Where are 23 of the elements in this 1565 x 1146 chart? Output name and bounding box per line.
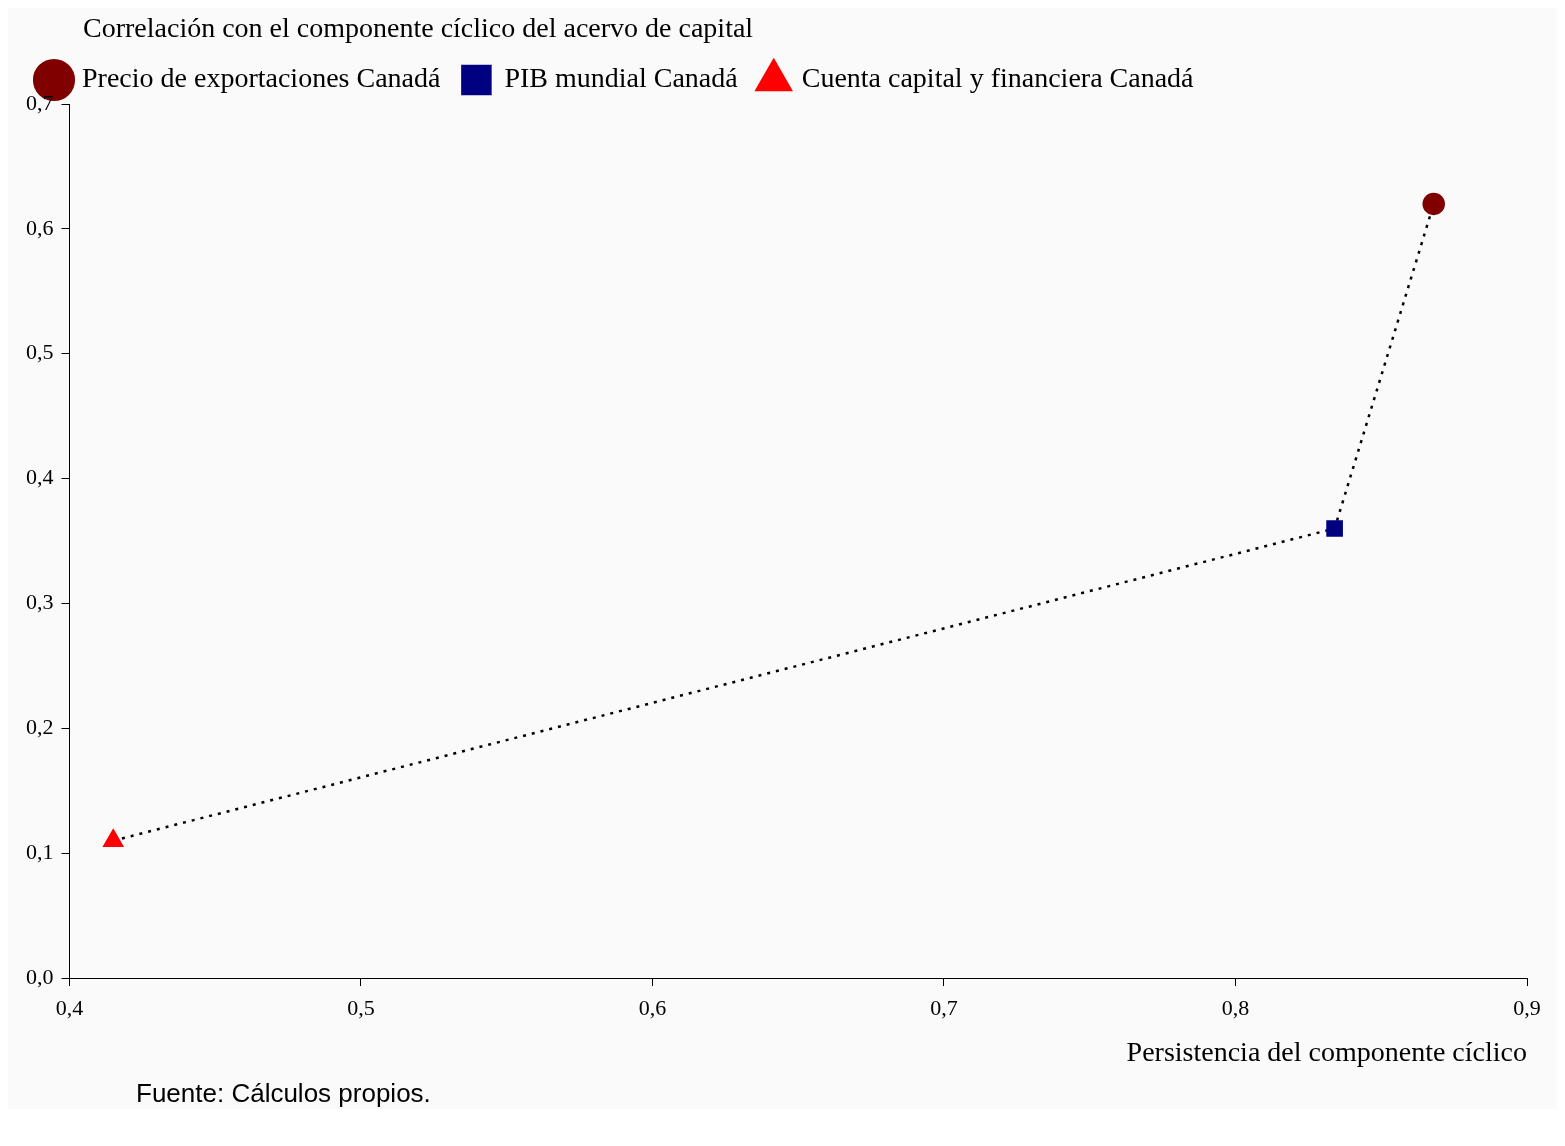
- point: [1422, 192, 1445, 216]
- y-tick-label: 0,4: [26, 464, 54, 490]
- legend-label: Cuenta capital y financiera Canadá: [801, 62, 1195, 94]
- x-tick-label: 0,9: [1513, 994, 1541, 1020]
- x-tick-label: 0,4: [55, 994, 84, 1020]
- y-tick-label: 0,5: [26, 339, 54, 365]
- legend-label: Precio de exportaciones Canadá: [82, 62, 441, 94]
- y-tick-label: 0,0: [26, 963, 54, 989]
- y-axis-title: Correlación con el componente cíclico del acervo de capital: [82, 11, 755, 44]
- y-tick-label: 0,2: [26, 714, 54, 740]
- y-tick-label: 0,1: [26, 838, 54, 864]
- y-tick-label: 0,3: [26, 589, 54, 615]
- x-tick-label: 0,6: [638, 994, 667, 1020]
- y-tick-label: 0,6: [26, 214, 54, 240]
- point: [1326, 520, 1343, 537]
- source-note: Fuente: Cálculos propios.: [135, 1078, 432, 1109]
- x-tick-label: 0,7: [930, 994, 958, 1020]
- x-axis-title: Persistencia del componente cíclico: [1126, 1035, 1527, 1067]
- x-tick-label: 0,5: [347, 994, 375, 1020]
- y-tick-label: 0,7: [26, 89, 54, 115]
- point: [103, 829, 124, 847]
- x-tick-label: 0,8: [1221, 994, 1250, 1020]
- legend-label: PIB mundial Canadá: [504, 62, 739, 94]
